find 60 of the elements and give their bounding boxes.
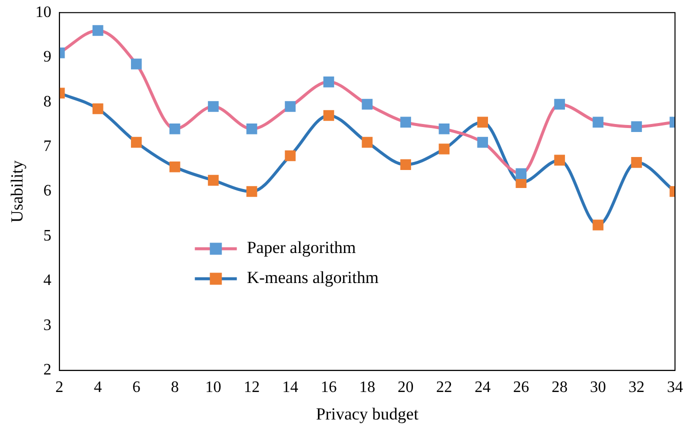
x-tick-label: 22	[436, 379, 452, 396]
x-tick-label: 12	[244, 379, 260, 396]
legend-label: Paper algorithm	[246, 238, 356, 258]
x-tick-label: 30	[590, 379, 606, 396]
y-tick-label: 2	[43, 362, 52, 379]
x-tick-label: 32	[628, 379, 645, 396]
y-tick-label: 5	[43, 227, 52, 244]
y-tick-label: 6	[43, 182, 52, 200]
point	[592, 116, 604, 128]
x-tick-label: 18	[359, 379, 376, 396]
x-tick-label: 10	[205, 379, 222, 396]
x-tick-label: 4	[94, 379, 102, 396]
y-tick-label: 7	[43, 138, 52, 155]
point	[477, 136, 488, 148]
point	[400, 116, 412, 128]
x-tick-label: 26	[513, 379, 530, 396]
point	[323, 76, 334, 88]
point	[246, 123, 258, 134]
x-axis-title: Privacy budget	[316, 404, 419, 424]
point	[631, 121, 642, 132]
point	[631, 157, 642, 168]
point	[208, 174, 219, 186]
x-tick-label: 20	[398, 379, 414, 396]
point	[516, 168, 526, 179]
y-tick-label: 10	[35, 4, 52, 21]
point	[438, 144, 450, 154]
point	[284, 101, 296, 112]
point	[362, 98, 373, 110]
x-tick-label: 28	[552, 379, 568, 396]
x-tick-label: 14	[282, 379, 298, 396]
point	[400, 159, 412, 170]
x-tick-label: 6	[132, 379, 140, 396]
point	[554, 154, 565, 166]
point	[246, 186, 258, 197]
y-tick-label: 8	[43, 93, 52, 110]
point	[438, 123, 450, 134]
point	[169, 162, 180, 172]
point	[169, 123, 180, 134]
point	[92, 103, 104, 114]
y-tick-label: 4	[43, 272, 52, 290]
point	[554, 98, 565, 110]
point	[362, 136, 373, 148]
x-tick-label: 24	[474, 379, 491, 396]
x-tick-label: 16	[320, 379, 337, 396]
point	[208, 101, 219, 112]
y-tick-label: 3	[43, 316, 52, 334]
point	[516, 177, 526, 188]
point	[284, 150, 296, 162]
y-axis-title: Usability	[8, 160, 27, 223]
point	[130, 58, 142, 70]
point	[592, 220, 604, 230]
point	[92, 25, 104, 36]
x-tick-label: 34	[667, 379, 683, 396]
point	[477, 116, 488, 128]
y-tick-label: 9	[43, 48, 52, 66]
x-tick-label: 8	[170, 379, 179, 396]
point	[323, 110, 334, 121]
legend-label: K-means algorithm	[246, 268, 379, 288]
point	[130, 136, 142, 148]
x-tick-label: 2	[55, 379, 64, 396]
